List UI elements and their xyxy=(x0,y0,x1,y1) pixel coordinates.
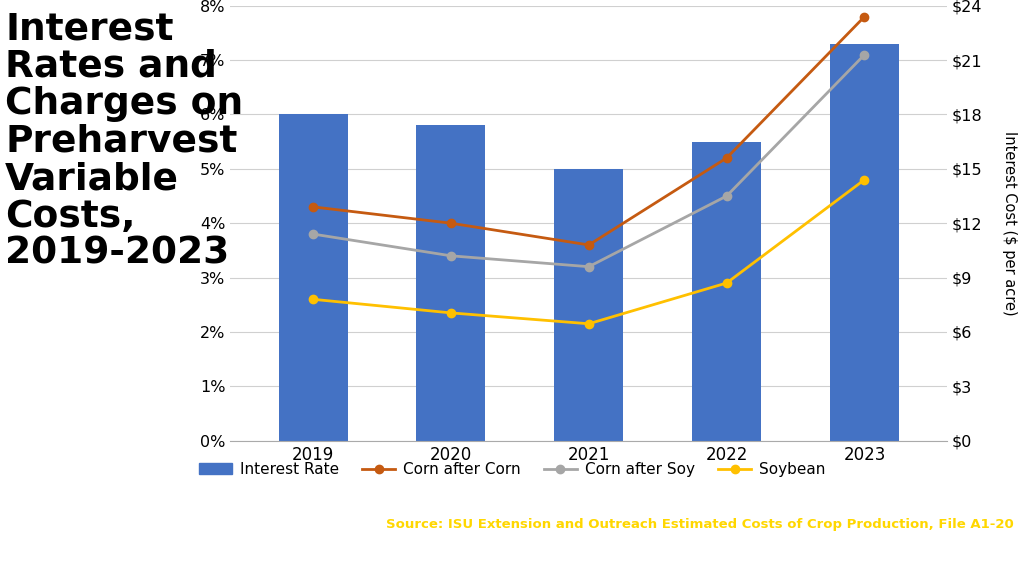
Bar xyxy=(279,115,347,441)
Y-axis label: Interest Cost ($ per acre): Interest Cost ($ per acre) xyxy=(1002,131,1017,316)
Text: Ag Decision Maker: Ag Decision Maker xyxy=(886,559,1014,572)
Bar xyxy=(692,142,761,441)
Text: Source: ISU Extension and Outreach Estimated Costs of Crop Production, File A1-2: Source: ISU Extension and Outreach Estim… xyxy=(386,518,1014,530)
Text: Extension and Outreach: Extension and Outreach xyxy=(10,556,171,570)
Bar xyxy=(554,169,624,441)
Bar xyxy=(417,126,485,441)
Text: IOWA STATE UNIVERSITY: IOWA STATE UNIVERSITY xyxy=(10,520,226,534)
Legend: Interest Rate, Corn after Corn, Corn after Soy, Soybean: Interest Rate, Corn after Corn, Corn aft… xyxy=(193,456,831,483)
Text: Interest
Rates and
Charges on
Preharvest
Variable
Costs,
2019-2023: Interest Rates and Charges on Preharvest… xyxy=(5,12,244,272)
Bar xyxy=(830,44,899,441)
